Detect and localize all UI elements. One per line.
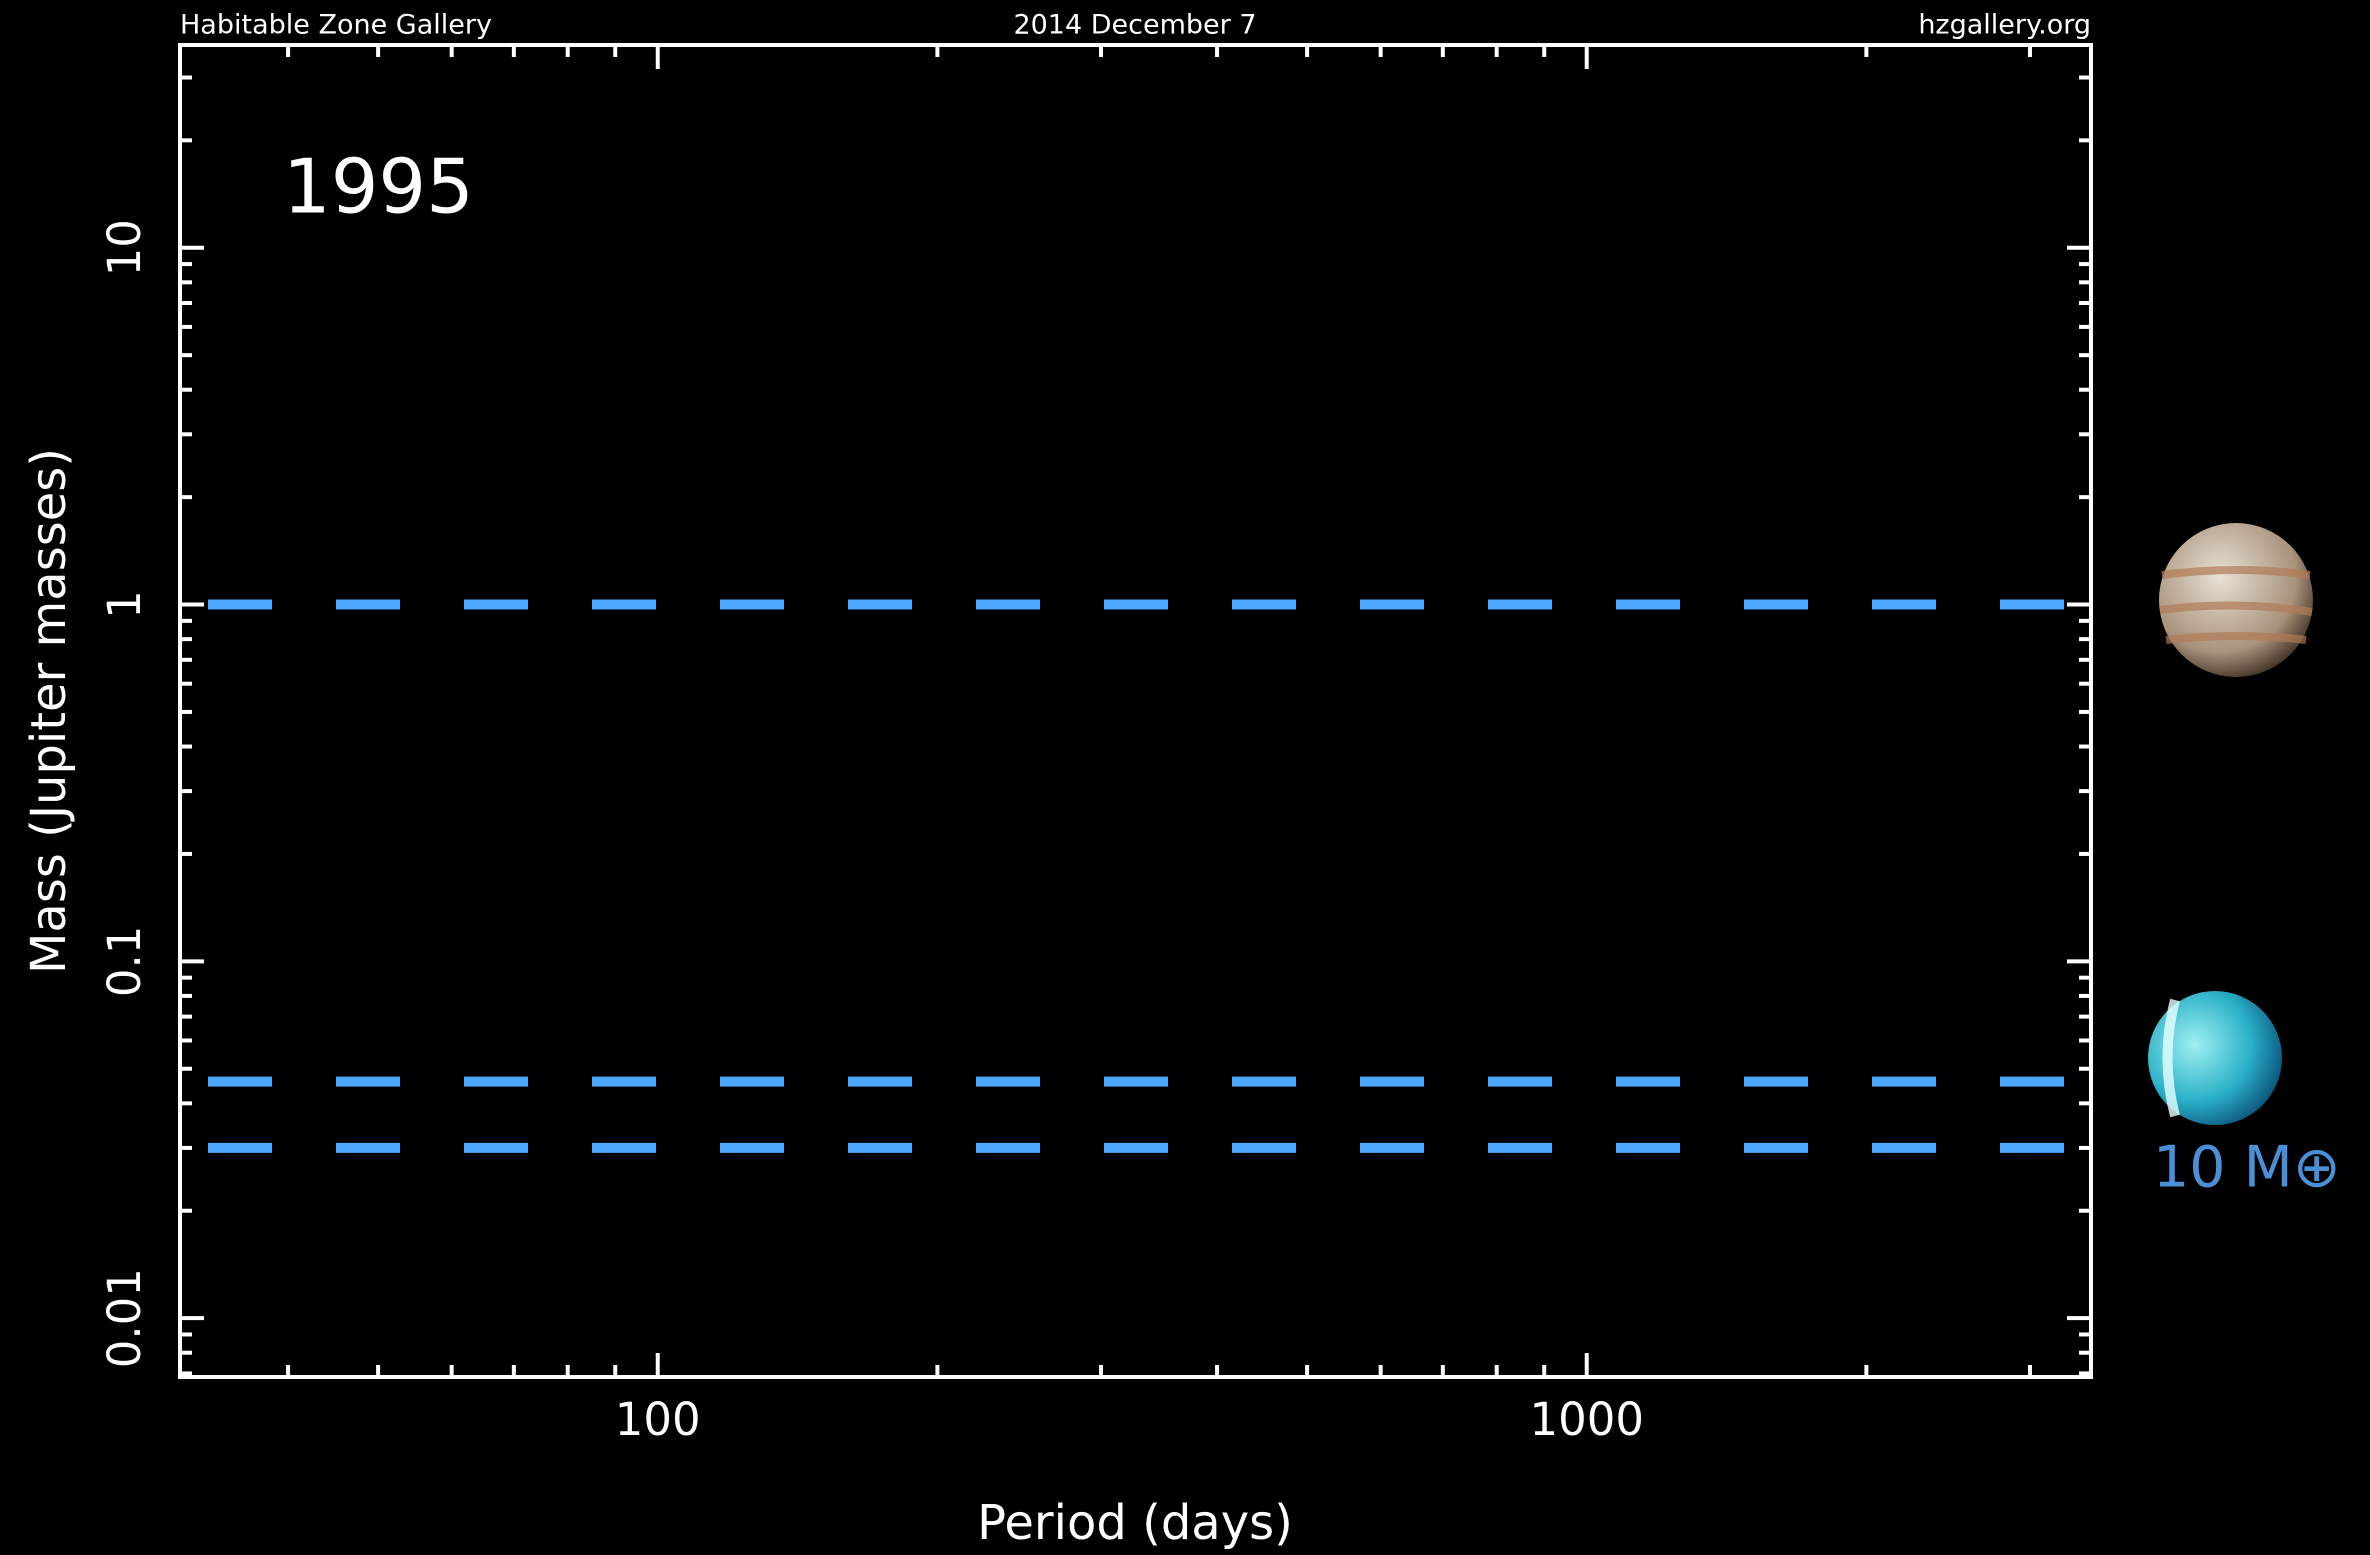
plot-frame — [178, 43, 2093, 1379]
y-tick-label: 1 — [98, 590, 151, 619]
year-annotation: 1995 — [283, 143, 474, 231]
uranus-image — [2148, 991, 2282, 1125]
header-left: Habitable Zone Gallery — [180, 10, 492, 41]
planet-label: 10 M⊕ — [2153, 1135, 2341, 1201]
x-tick-label: 1000 — [1529, 1393, 1644, 1446]
jupiter-image — [2159, 523, 2313, 677]
y-tick-label: 0.1 — [98, 926, 151, 998]
y-tick-label: 0.01 — [98, 1268, 151, 1368]
header-center: 2014 December 7 — [1013, 10, 1256, 41]
header-right: hzgallery.org — [1918, 10, 2091, 41]
y-axis-label: Mass (Jupiter masses) — [21, 448, 77, 974]
x-axis-label: Period (days) — [977, 1495, 1293, 1551]
x-tick-label: 100 — [615, 1393, 701, 1446]
y-tick-label: 10 — [98, 219, 151, 276]
